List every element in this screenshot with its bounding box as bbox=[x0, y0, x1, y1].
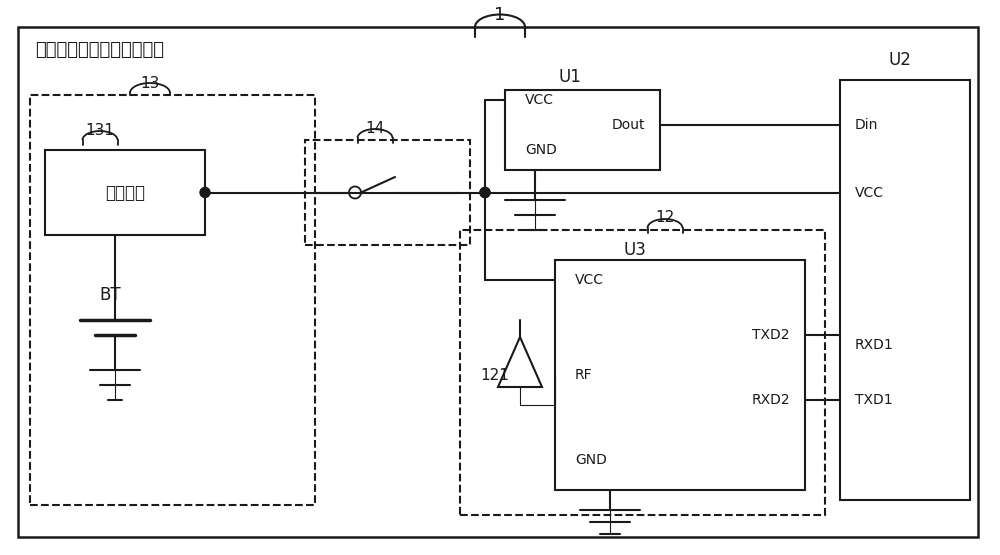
Text: 1: 1 bbox=[494, 6, 506, 24]
Text: 121: 121 bbox=[480, 367, 509, 382]
Circle shape bbox=[200, 188, 210, 198]
Text: U2: U2 bbox=[889, 51, 911, 69]
Bar bbox=[840, 80, 970, 500]
Circle shape bbox=[480, 188, 490, 198]
Text: RXD2: RXD2 bbox=[751, 393, 790, 407]
Text: 14: 14 bbox=[365, 120, 385, 135]
Circle shape bbox=[480, 188, 490, 198]
Text: GND: GND bbox=[525, 143, 557, 157]
Text: U3: U3 bbox=[624, 241, 646, 259]
Text: VCC: VCC bbox=[855, 185, 884, 199]
Text: 13: 13 bbox=[140, 75, 160, 90]
Text: Dout: Dout bbox=[612, 118, 645, 132]
Text: U1: U1 bbox=[559, 68, 581, 86]
Text: GND: GND bbox=[575, 453, 607, 467]
Text: VCC: VCC bbox=[525, 93, 554, 107]
Bar bbox=[305, 140, 470, 245]
Text: RXD1: RXD1 bbox=[855, 338, 894, 352]
Text: Din: Din bbox=[855, 118, 878, 132]
Bar bbox=[505, 90, 660, 170]
Text: 131: 131 bbox=[86, 123, 114, 138]
Text: VCC: VCC bbox=[575, 273, 604, 287]
Text: 充电单元: 充电单元 bbox=[105, 184, 145, 201]
Bar bbox=[30, 95, 315, 505]
Bar bbox=[460, 230, 825, 515]
Bar bbox=[555, 260, 805, 490]
Text: 用于颈椎监护的可穿戴设备: 用于颈椎监护的可穿戴设备 bbox=[35, 41, 164, 59]
Bar bbox=[45, 150, 205, 235]
Text: 12: 12 bbox=[655, 210, 675, 225]
Text: BT: BT bbox=[99, 286, 121, 304]
Text: TXD1: TXD1 bbox=[855, 393, 893, 407]
Text: TXD2: TXD2 bbox=[753, 328, 790, 342]
Text: RF: RF bbox=[575, 368, 593, 382]
